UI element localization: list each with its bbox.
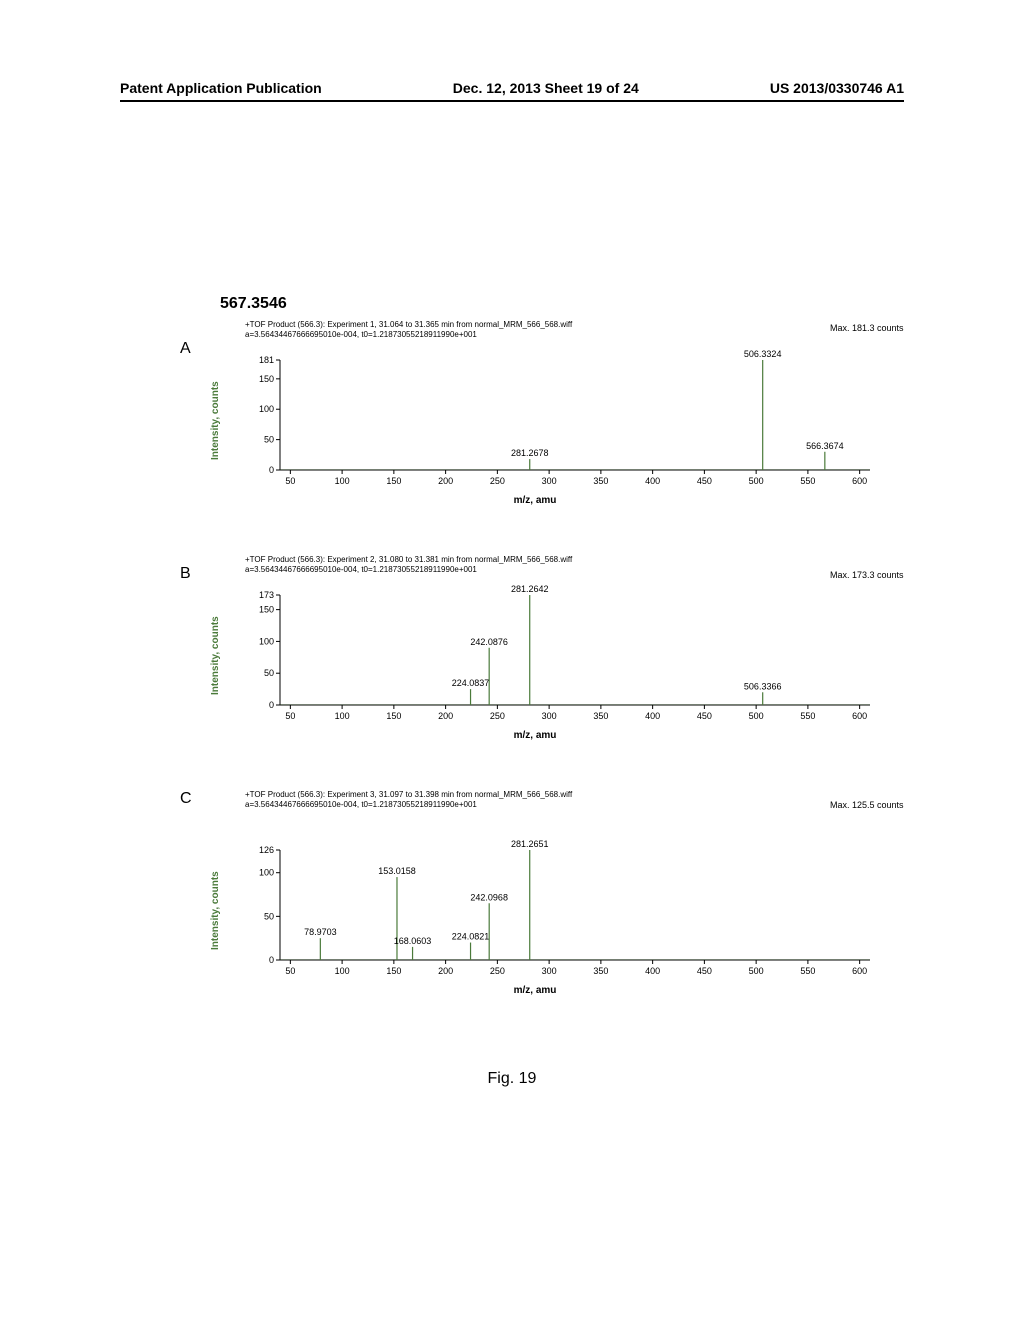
panel-b-max: Max. 173.3 counts (830, 570, 904, 580)
svg-text:550: 550 (800, 966, 815, 976)
svg-text:224.0821: 224.0821 (452, 932, 490, 942)
panel-b-subtitle: +TOF Product (566.3): Experiment 2, 31.0… (245, 555, 572, 576)
svg-text:50: 50 (264, 435, 274, 445)
svg-text:350: 350 (593, 966, 608, 976)
header-right: US 2013/0330746 A1 (770, 80, 904, 96)
svg-text:150: 150 (386, 476, 401, 486)
panel-a-subtitle: +TOF Product (566.3): Experiment 1, 31.0… (245, 320, 572, 341)
svg-text:500: 500 (749, 966, 764, 976)
svg-text:0: 0 (269, 955, 274, 965)
svg-text:400: 400 (645, 966, 660, 976)
panel-c-subtitle: +TOF Product (566.3): Experiment 3, 31.0… (245, 790, 572, 811)
svg-text:300: 300 (542, 476, 557, 486)
panel-a-sub1: +TOF Product (566.3): Experiment 1, 31.0… (245, 320, 572, 330)
svg-text:100: 100 (259, 868, 274, 878)
page-container: Patent Application Publication Dec. 12, … (0, 0, 1024, 1320)
svg-text:150: 150 (386, 966, 401, 976)
svg-text:100: 100 (335, 711, 350, 721)
svg-text:281.2678: 281.2678 (511, 448, 549, 458)
svg-text:550: 550 (800, 476, 815, 486)
svg-text:566.3674: 566.3674 (806, 441, 844, 451)
svg-text:300: 300 (542, 711, 557, 721)
svg-text:78.9703: 78.9703 (304, 927, 337, 937)
svg-text:600: 600 (852, 711, 867, 721)
svg-text:600: 600 (852, 476, 867, 486)
panel-b-xlabel: m/z, amu (460, 730, 610, 741)
panel-c-sub1: +TOF Product (566.3): Experiment 3, 31.0… (245, 790, 572, 800)
svg-text:200: 200 (438, 966, 453, 976)
svg-text:50: 50 (264, 911, 274, 921)
svg-text:150: 150 (259, 605, 274, 615)
panel-b-sub2: a=3.56434467666695010e-004, t0=1.2187305… (245, 565, 572, 575)
svg-text:150: 150 (386, 711, 401, 721)
svg-text:50: 50 (285, 966, 295, 976)
header-left: Patent Application Publication (120, 80, 322, 96)
panel-c-sub2: a=3.56434467666695010e-004, t0=1.2187305… (245, 800, 572, 810)
figure-main-title: 567.3546 (220, 295, 287, 313)
panel-a-xlabel: m/z, amu (460, 495, 610, 506)
panel-a-max: Max. 181.3 counts (830, 323, 904, 333)
svg-text:400: 400 (645, 711, 660, 721)
panel-c-chart: 0 50 100 126 50 100 150 200 250 300 350 400 450 500 55… (220, 840, 900, 995)
svg-text:350: 350 (593, 476, 608, 486)
svg-text:550: 550 (800, 711, 815, 721)
panel-c-xlabel: m/z, amu (460, 985, 610, 996)
svg-text:450: 450 (697, 476, 712, 486)
svg-text:224.0837: 224.0837 (452, 678, 490, 688)
svg-text:242.0968: 242.0968 (470, 892, 508, 902)
panel-b-label: B (180, 565, 191, 583)
svg-text:200: 200 (438, 711, 453, 721)
svg-text:506.3366: 506.3366 (744, 681, 782, 691)
svg-text:50: 50 (285, 476, 295, 486)
svg-text:150: 150 (259, 374, 274, 384)
svg-text:0: 0 (269, 700, 274, 710)
panel-a-chart: 0 50 100 150 181 50 100 150 200 250 300 350 400 450 50… (220, 350, 900, 505)
panel-c-max: Max. 125.5 counts (830, 800, 904, 810)
svg-text:200: 200 (438, 476, 453, 486)
spectrum-svg: 0 50 100 150 173 50 100 150 200 250 300 350 400 450 50… (220, 585, 900, 735)
figure-caption: Fig. 19 (0, 1070, 1024, 1088)
panel-a-sub2: a=3.56434467666695010e-004, t0=1.2187305… (245, 330, 572, 340)
svg-text:500: 500 (749, 711, 764, 721)
panel-b-sub1: +TOF Product (566.3): Experiment 2, 31.0… (245, 555, 572, 565)
svg-text:500: 500 (749, 476, 764, 486)
svg-text:100: 100 (335, 476, 350, 486)
panel-c-label: C (180, 790, 192, 808)
svg-text:0: 0 (269, 465, 274, 475)
panel-b-chart: 0 50 100 150 173 50 100 150 200 250 300 350 400 450 50… (220, 585, 900, 740)
svg-text:173: 173 (259, 590, 274, 600)
header-center: Dec. 12, 2013 Sheet 19 of 24 (453, 80, 639, 96)
svg-text:100: 100 (259, 636, 274, 646)
svg-text:600: 600 (852, 966, 867, 976)
svg-text:153.0158: 153.0158 (378, 866, 416, 876)
svg-text:50: 50 (285, 711, 295, 721)
svg-text:181: 181 (259, 355, 274, 365)
svg-text:400: 400 (645, 476, 660, 486)
svg-text:250: 250 (490, 966, 505, 976)
spectrum-svg: 0 50 100 150 181 50 100 150 200 250 300 350 400 450 50… (220, 350, 900, 500)
svg-text:281.2642: 281.2642 (511, 585, 549, 594)
svg-text:300: 300 (542, 966, 557, 976)
svg-text:168.0603: 168.0603 (394, 936, 432, 946)
svg-text:250: 250 (490, 476, 505, 486)
svg-text:50: 50 (264, 668, 274, 678)
svg-text:126: 126 (259, 845, 274, 855)
page-header: Patent Application Publication Dec. 12, … (120, 80, 904, 102)
svg-text:350: 350 (593, 711, 608, 721)
panel-a-label: A (180, 340, 191, 358)
svg-text:100: 100 (335, 966, 350, 976)
svg-text:506.3324: 506.3324 (744, 350, 782, 359)
spectrum-svg: 0 50 100 126 50 100 150 200 250 300 350 400 450 500 55… (220, 840, 900, 990)
svg-text:100: 100 (259, 404, 274, 414)
svg-text:450: 450 (697, 711, 712, 721)
svg-text:281.2651: 281.2651 (511, 840, 549, 849)
svg-text:250: 250 (490, 711, 505, 721)
svg-text:450: 450 (697, 966, 712, 976)
svg-text:242.0876: 242.0876 (470, 637, 508, 647)
